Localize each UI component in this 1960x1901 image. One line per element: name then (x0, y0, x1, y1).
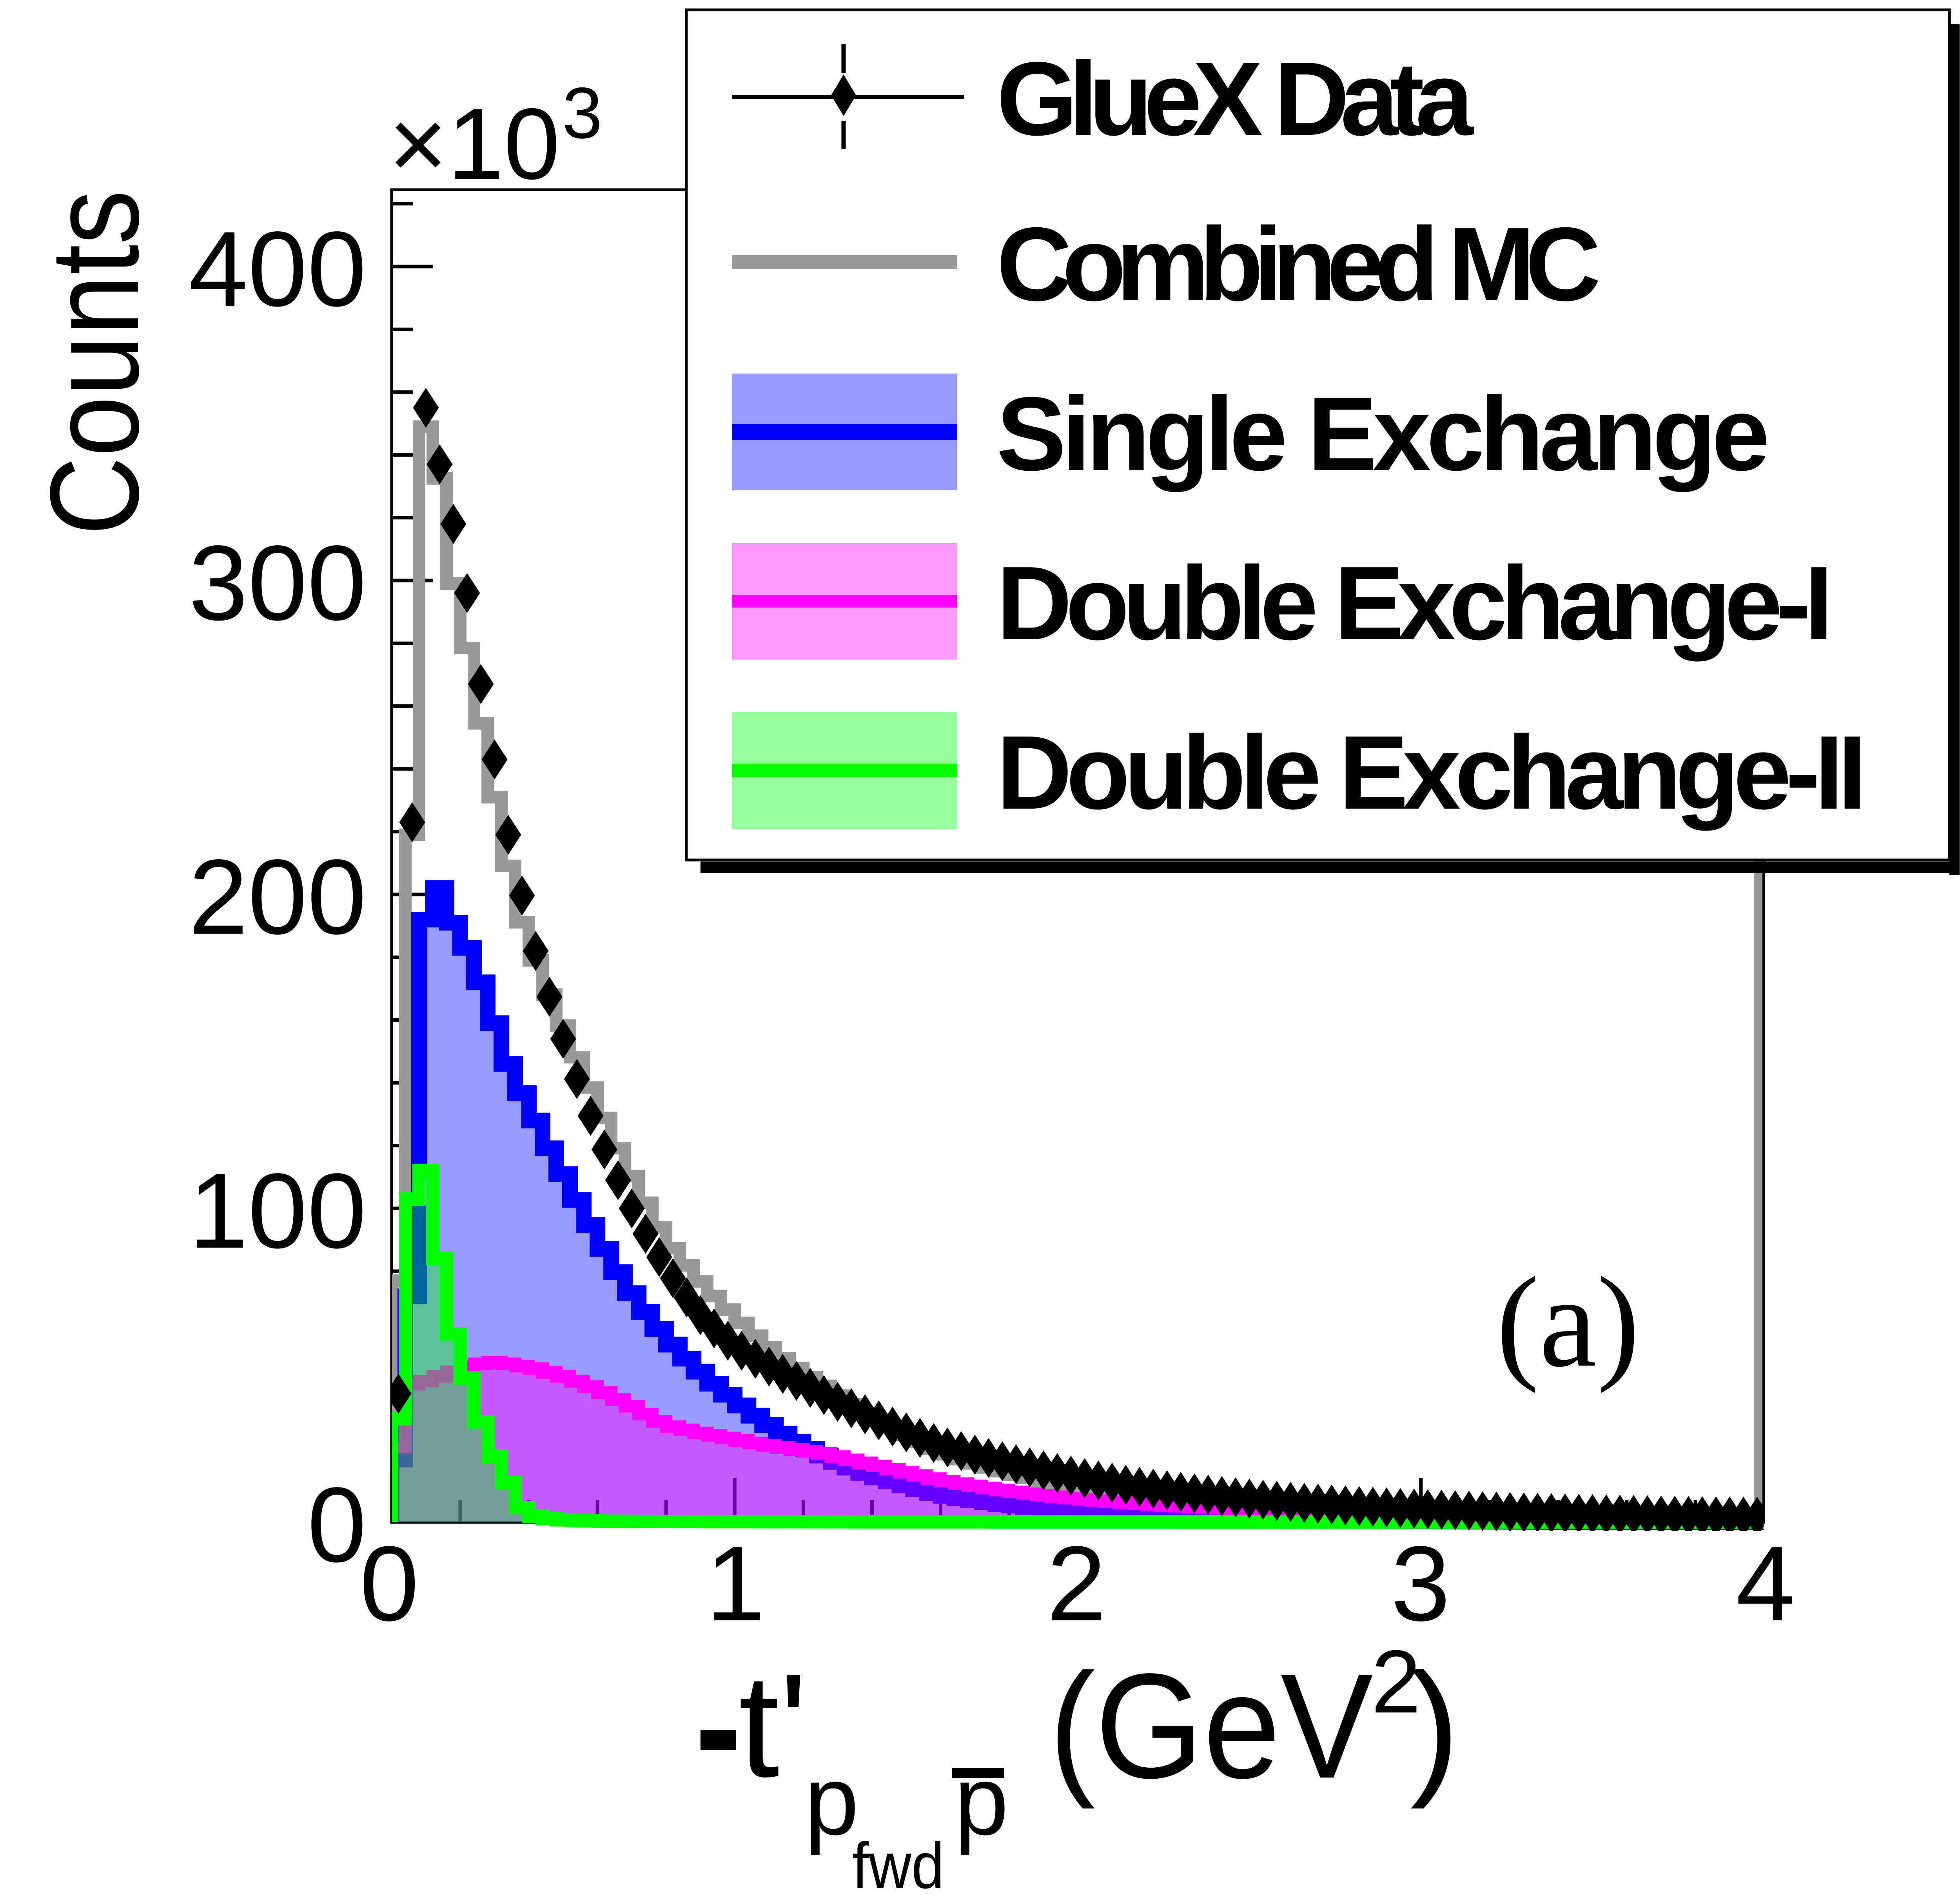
svg-text:t': t' (739, 1644, 808, 1808)
svg-text:(GeV: (GeV (1049, 1642, 1374, 1810)
svg-text:0: 0 (307, 1465, 367, 1584)
svg-text:400: 400 (189, 209, 367, 328)
svg-text:4: 4 (1736, 1524, 1795, 1643)
svg-text:(a): (a) (1496, 1251, 1640, 1394)
svg-text:fwd: fwd (852, 1830, 944, 1901)
svg-text:Counts: Counts (24, 190, 165, 535)
svg-text:100: 100 (189, 1151, 367, 1270)
svg-text:0: 0 (359, 1524, 419, 1643)
svg-text:p: p (804, 1746, 859, 1855)
svg-text:Double Exchange-I: Double Exchange-I (996, 544, 1833, 662)
svg-text:200: 200 (189, 837, 367, 956)
svg-text:p: p (954, 1746, 1009, 1855)
svg-text:GlueX Data: GlueX Data (996, 40, 1474, 157)
svg-text:): ) (1410, 1642, 1460, 1810)
svg-text:Combined MC: Combined MC (996, 205, 1601, 323)
svg-text:Double Exchange-II: Double Exchange-II (996, 714, 1867, 831)
svg-text:2: 2 (1371, 1632, 1421, 1732)
svg-text:2: 2 (1047, 1524, 1106, 1643)
svg-text:3: 3 (1391, 1524, 1450, 1643)
svg-text:1: 1 (706, 1524, 765, 1643)
svg-text:×10: ×10 (388, 87, 560, 200)
svg-text:Single Exchange: Single Exchange (996, 375, 1770, 493)
svg-text:3: 3 (562, 73, 603, 154)
svg-text:300: 300 (189, 523, 367, 642)
